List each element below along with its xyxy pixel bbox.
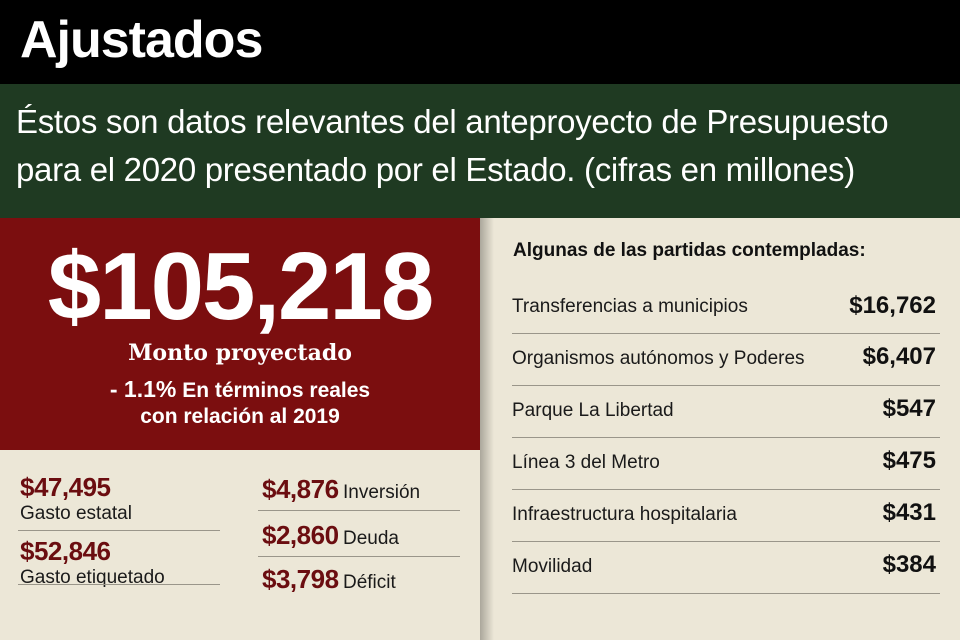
change-text: En términos reales xyxy=(182,379,371,402)
partida-name: Parque La Libertad xyxy=(512,400,674,421)
partida-name: Línea 3 del Metro xyxy=(512,452,660,473)
stat-deficit: $3,798 Déficit xyxy=(262,564,396,595)
stat-inversion: $4,876 Inversión xyxy=(262,474,420,505)
stat-value: $2,860 xyxy=(262,520,339,550)
stat-gasto-estatal: $47,495 Gasto estatal xyxy=(20,472,132,525)
divider xyxy=(512,541,940,542)
total-label: Monto proyectado xyxy=(128,340,352,366)
stat-value: $3,798 xyxy=(262,564,339,594)
total-amount: $105,218 xyxy=(47,233,434,340)
stat-value: $47,495 xyxy=(20,472,111,502)
partida-value: $547 xyxy=(882,395,936,422)
divider xyxy=(258,556,460,557)
summary-column: $105,218 Monto proyectado - 1.1% En térm… xyxy=(0,218,480,640)
partida-value: $475 xyxy=(882,447,936,474)
partidas-heading: Algunas de las partidas contempladas: xyxy=(513,240,866,261)
partida-name: Movilidad xyxy=(512,556,593,577)
divider xyxy=(18,530,220,531)
divider xyxy=(512,333,940,334)
change-text-2: con relación al 2019 xyxy=(140,405,340,428)
divider xyxy=(258,510,460,511)
divider xyxy=(18,584,220,585)
subtitle: Éstos son datos relevantes del anteproye… xyxy=(16,98,956,194)
stat-label: Gasto etiquetado xyxy=(20,567,165,588)
partida-value: $431 xyxy=(882,499,936,526)
divider xyxy=(512,385,940,386)
page-title: Ajustados xyxy=(20,11,263,69)
column-shadow xyxy=(480,218,494,640)
change-percent: - 1.1% xyxy=(109,376,177,402)
stat-label: Déficit xyxy=(342,572,396,593)
subtitle-line-1: Éstos son datos relevantes del anteproye… xyxy=(16,103,889,140)
stat-label: Inversión xyxy=(342,482,421,503)
partidas-column: Algunas de las partidas contempladas: Tr… xyxy=(480,218,960,640)
subtitle-band: Éstos son datos relevantes del anteproye… xyxy=(0,84,960,218)
stat-label: Gasto estatal xyxy=(20,503,132,524)
partida-name: Infraestructura hospitalaria xyxy=(512,504,737,525)
partida-name: Transferencias a municipios xyxy=(512,296,748,317)
change-note: - 1.1% En términos reales con relación a… xyxy=(0,376,480,430)
stat-value: $52,846 xyxy=(20,536,111,566)
partida-name: Organismos autónomos y Poderes xyxy=(512,348,805,369)
stats-panel: $47,495 Gasto estatal $52,846 Gasto etiq… xyxy=(0,450,480,640)
divider xyxy=(512,437,940,438)
stat-deuda: $2,860 Deuda xyxy=(262,520,399,551)
subtitle-line-2: para el 2020 presentado por el Estado. (… xyxy=(16,151,855,188)
partida-value: $384 xyxy=(882,551,936,578)
total-panel: $105,218 Monto proyectado - 1.1% En térm… xyxy=(0,218,480,450)
header-bar: Ajustados xyxy=(0,0,960,84)
divider xyxy=(512,593,940,594)
partida-value: $16,762 xyxy=(849,292,936,319)
stat-label: Deuda xyxy=(342,528,399,549)
divider xyxy=(512,489,940,490)
stat-value: $4,876 xyxy=(262,474,339,504)
partida-value: $6,407 xyxy=(862,343,936,370)
stat-gasto-etiquetado: $52,846 Gasto etiquetado xyxy=(20,536,165,589)
